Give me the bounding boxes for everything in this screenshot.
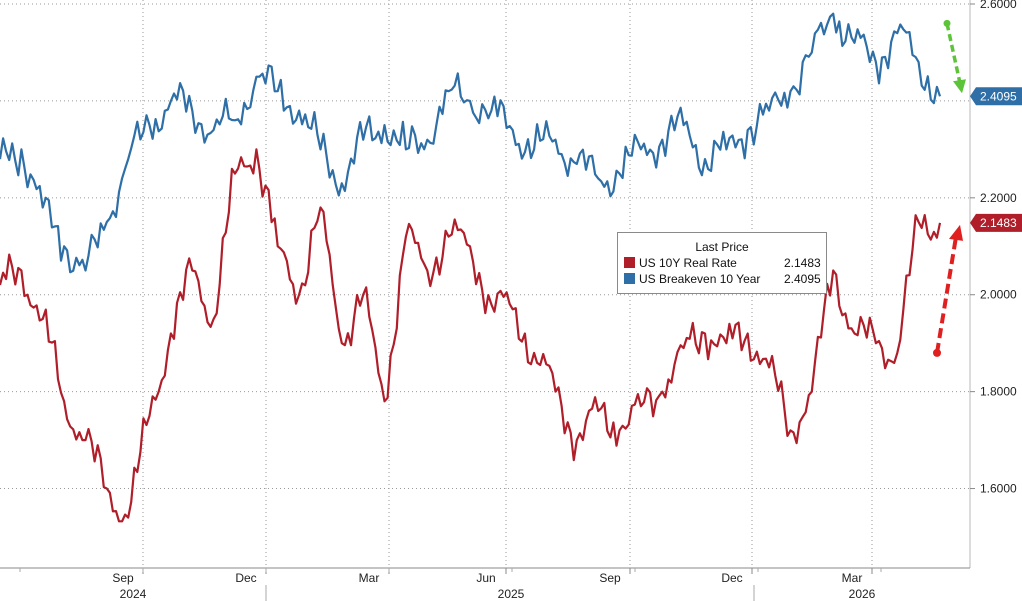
series-line-breakeven	[0, 12, 942, 274]
legend-entry-breakeven: US Breakeven 10 Year 2.4095	[624, 271, 821, 287]
last-value-tags: 2.4095 2.1483	[970, 87, 1022, 232]
y-axis: 1.6000 1.8000 2.0000 2.2000 2.6000	[969, 0, 1017, 568]
y-tick-label: 2.0000	[980, 288, 1017, 302]
y-tick-label: 1.6000	[980, 482, 1017, 496]
x-month-label: Dec	[721, 571, 742, 585]
series-line-real-rate	[0, 148, 942, 523]
legend-value-breakeven: 2.4095	[784, 272, 821, 286]
arrow-head-red	[949, 224, 963, 241]
x-month-label: Sep	[599, 571, 621, 585]
arrow-up-red	[935, 236, 958, 354]
arrow-down-green	[945, 23, 962, 84]
legend-swatch-breakeven	[624, 273, 635, 284]
x-month-label: Jun	[476, 571, 495, 585]
y-tick-label: 2.6000	[980, 0, 1017, 11]
annotation-arrows	[933, 19, 966, 357]
legend-name-real-rate: US 10Y Real Rate	[639, 256, 737, 270]
legend-title: Last Price	[695, 240, 749, 254]
y-tick-label: 2.2000	[980, 191, 1017, 205]
last-value-tag-breakeven	[970, 87, 1022, 106]
x-month-label: Dec	[235, 571, 256, 585]
x-year-label: 2026	[849, 587, 876, 601]
legend: Last Price US 10Y Real Rate 2.1483 US Br…	[617, 232, 827, 294]
arrow-head-green	[953, 79, 966, 94]
last-value-text-real-rate: 2.1483	[980, 216, 1017, 230]
x-axis: Sep Dec Mar Jun Sep Dec Mar 2024 2025 2026	[0, 567, 970, 601]
legend-value-real-rate: 2.1483	[784, 256, 821, 270]
x-month-label: Sep	[112, 571, 134, 585]
legend-name-breakeven: US Breakeven 10 Year	[639, 272, 761, 286]
x-year-label: 2024	[120, 587, 147, 601]
series-layer	[0, 12, 942, 523]
x-month-label: Mar	[359, 571, 380, 585]
x-year-label: 2025	[498, 587, 525, 601]
x-month-label: Mar	[842, 571, 863, 585]
legend-swatch-real-rate	[624, 257, 635, 268]
y-tick-label: 1.8000	[980, 385, 1017, 399]
last-value-tag-real-rate	[970, 213, 1022, 232]
last-value-text-breakeven: 2.4095	[980, 89, 1017, 103]
legend-entry-real-rate: US 10Y Real Rate 2.1483	[624, 255, 821, 271]
